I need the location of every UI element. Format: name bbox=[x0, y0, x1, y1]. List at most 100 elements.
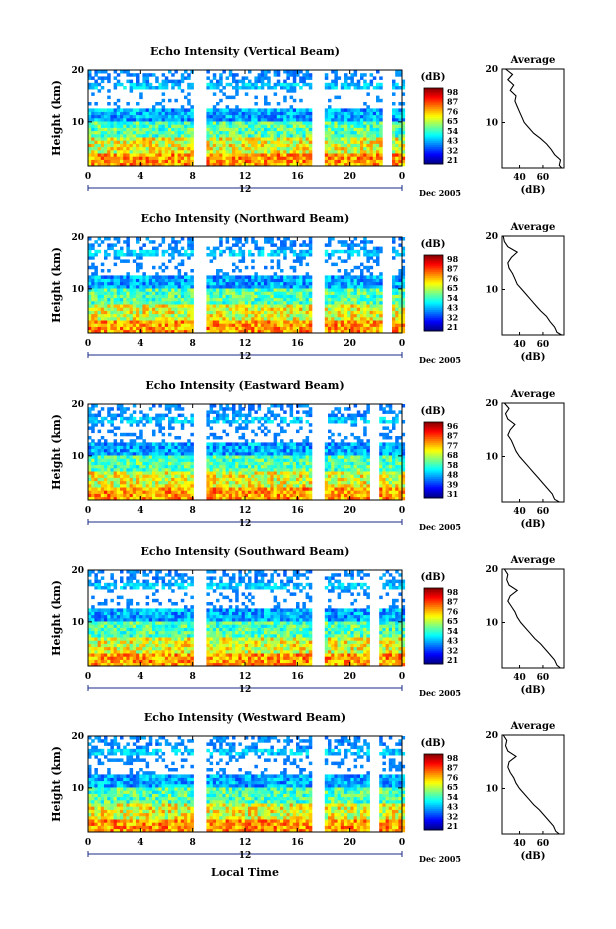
heatmap-cell bbox=[184, 455, 188, 459]
heatmap-cell bbox=[190, 162, 194, 167]
colorbar-segment bbox=[424, 272, 443, 275]
heatmap-cell bbox=[168, 285, 172, 289]
heatmap-cell bbox=[248, 108, 252, 112]
heatmap-cell bbox=[177, 79, 182, 84]
heatmap-cell bbox=[376, 262, 380, 267]
heatmap-cell bbox=[168, 143, 172, 148]
heatmap-cell bbox=[142, 137, 146, 141]
heatmap-cell bbox=[91, 320, 95, 324]
heatmap-cell bbox=[379, 275, 383, 279]
heatmap-cell bbox=[299, 150, 303, 154]
heatmap-cell bbox=[116, 426, 121, 430]
colorbar-tick-label: 98 bbox=[447, 87, 459, 97]
heatmap-cell bbox=[184, 320, 188, 324]
heatmap-cell bbox=[110, 317, 114, 321]
heatmap-cell bbox=[116, 281, 121, 286]
heatmap-cell bbox=[292, 118, 297, 122]
heatmap-cell bbox=[161, 458, 166, 462]
heatmap-cell bbox=[225, 159, 230, 164]
heatmap-cell bbox=[369, 288, 374, 292]
heatmap-cell bbox=[280, 291, 284, 295]
heatmap-cell bbox=[152, 490, 156, 494]
heatmap-cell bbox=[350, 326, 354, 331]
heatmap-cell bbox=[120, 404, 124, 408]
heatmap-cell bbox=[235, 317, 239, 321]
heatmap-cell bbox=[161, 477, 166, 482]
heatmap-cell bbox=[363, 265, 367, 270]
heatmap-cell bbox=[145, 114, 150, 119]
heatmap-cell bbox=[225, 134, 230, 138]
heatmap-cell bbox=[129, 323, 134, 327]
heatmap-cell bbox=[324, 82, 329, 87]
heatmap-cell bbox=[344, 146, 348, 151]
heatmap-cell bbox=[171, 253, 175, 257]
heatmap-cell bbox=[299, 307, 303, 311]
heatmap-cell bbox=[184, 448, 188, 453]
heatmap-cell bbox=[260, 121, 265, 125]
heatmap-cell bbox=[177, 448, 182, 453]
heatmap-cell bbox=[110, 297, 114, 302]
heatmap-cell bbox=[97, 477, 102, 482]
heatmap-cell bbox=[366, 313, 370, 318]
heatmap-cell bbox=[340, 156, 345, 160]
heatmap-cell bbox=[91, 426, 95, 430]
heatmap-cell bbox=[264, 143, 268, 148]
heatmap-cell bbox=[184, 137, 188, 141]
heatmap-cell bbox=[97, 464, 102, 469]
heatmap-cell bbox=[392, 240, 396, 244]
heatmap-cell bbox=[142, 442, 146, 446]
heatmap-cell bbox=[184, 445, 188, 450]
heatmap-cell bbox=[129, 480, 134, 485]
heatmap-cell bbox=[216, 79, 220, 84]
heatmap-cell bbox=[187, 82, 191, 87]
heatmap-cell bbox=[372, 326, 377, 331]
heatmap-cell bbox=[94, 477, 98, 482]
heatmap-cell bbox=[139, 137, 143, 141]
heatmap-cell bbox=[136, 146, 140, 151]
heatmap-cell bbox=[395, 130, 399, 135]
heatmap-cell bbox=[392, 256, 396, 260]
heatmap-cell bbox=[289, 288, 294, 292]
heatmap-cell bbox=[155, 253, 159, 257]
heatmap-cell bbox=[257, 329, 262, 334]
heatmap-cell bbox=[116, 458, 121, 462]
heatmap-cell bbox=[372, 281, 377, 286]
heatmap-cell bbox=[392, 79, 396, 84]
heatmap-cell bbox=[113, 493, 118, 498]
heatmap-cell bbox=[139, 490, 143, 494]
heatmap-cell bbox=[296, 281, 300, 286]
heatmap-cell bbox=[171, 153, 175, 157]
heatmap-cell bbox=[88, 146, 92, 151]
heatmap-cell bbox=[248, 317, 252, 321]
heatmap-cell bbox=[184, 480, 188, 485]
heatmap-cell bbox=[180, 237, 185, 241]
heatmap-cell bbox=[264, 304, 268, 308]
heatmap-cell bbox=[337, 297, 342, 302]
heatmap-cell bbox=[286, 317, 290, 321]
heatmap-cell bbox=[100, 294, 105, 299]
heatmap-cell bbox=[148, 445, 153, 450]
heatmap-cell bbox=[308, 291, 313, 295]
heatmap-cell bbox=[395, 275, 399, 279]
colorbar-tick-label: 76 bbox=[447, 273, 459, 283]
heatmap-cell bbox=[401, 237, 406, 241]
heatmap-cell bbox=[398, 70, 402, 74]
heatmap-cell bbox=[344, 130, 348, 135]
heatmap-cell bbox=[139, 461, 143, 466]
heatmap-cell bbox=[289, 278, 294, 283]
heatmap-cell bbox=[254, 304, 258, 308]
heatmap-cell bbox=[392, 301, 396, 305]
heatmap-cell bbox=[136, 73, 140, 77]
heatmap-cell bbox=[334, 82, 338, 87]
heatmap-cell bbox=[372, 150, 377, 154]
heatmap-cell bbox=[273, 307, 278, 311]
heatmap-cell bbox=[139, 124, 143, 128]
heatmap-cell bbox=[145, 134, 150, 138]
heatmap-cell bbox=[379, 272, 383, 276]
heatmap-cell bbox=[91, 326, 95, 331]
heatmap-cell bbox=[164, 304, 169, 308]
heatmap-cell bbox=[248, 281, 252, 286]
heatmap-cell bbox=[180, 291, 185, 295]
heatmap-cell bbox=[216, 445, 220, 450]
heatmap-cell bbox=[270, 153, 274, 157]
